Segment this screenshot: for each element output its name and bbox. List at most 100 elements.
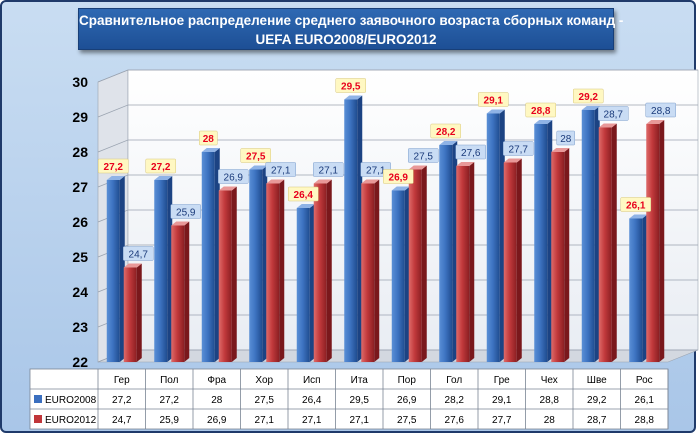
data-label-euro2012: 24,7	[123, 246, 154, 261]
data-label-euro2012: 26,9	[218, 169, 249, 184]
bar-euro2008	[106, 176, 125, 362]
data-label-euro2008: 27,2	[98, 158, 129, 174]
data-label-euro2012-box	[265, 162, 296, 177]
data-label-euro2012-text: 24,7	[129, 250, 149, 261]
data-label-euro2012-box	[408, 148, 439, 163]
table-cell-euro2012: 24,7	[112, 415, 132, 426]
bar-euro2012-front	[266, 183, 280, 362]
data-label-euro2012: 28,7	[598, 106, 629, 121]
bar-euro2008-front	[154, 180, 168, 362]
bar-euro2008-front	[439, 145, 453, 362]
data-label-euro2008-text: 27,2	[151, 162, 171, 173]
bar-euro2008	[249, 165, 268, 362]
table-cell-euro2012: 25,9	[160, 415, 180, 426]
bar-euro2008	[439, 141, 458, 362]
bar-euro2012	[171, 221, 190, 362]
bar-euro2012-top	[313, 179, 332, 184]
chart-title-line1: Сравнительное распределение среднего зая…	[79, 13, 624, 28]
data-label-euro2012: 27,6	[455, 144, 486, 160]
bar-euro2012	[503, 158, 522, 362]
bar-euro2012	[361, 179, 380, 362]
bar-euro2012-side	[184, 221, 190, 362]
bar-euro2008-top	[391, 186, 410, 191]
bar-euro2012	[598, 123, 617, 362]
data-label-euro2012: 25,9	[170, 204, 201, 219]
bar-euro2008-top	[154, 176, 173, 180]
data-label-euro2008-text: 28,2	[436, 127, 456, 138]
category-label: Гер	[114, 375, 130, 386]
y-tick-label: 30	[72, 74, 88, 90]
bar-euro2012-front	[218, 190, 232, 362]
category-label: Гол	[446, 375, 462, 386]
gridline	[97, 139, 698, 153]
bar-euro2008-side	[404, 186, 410, 362]
bar-euro2012-top	[503, 158, 522, 163]
bar-euro2012	[408, 165, 427, 362]
bar-euro2012-side	[326, 179, 332, 362]
bar-euro2012-front	[171, 225, 185, 362]
data-label-euro2012-text: 28,8	[651, 106, 671, 117]
data-label-euro2008-box	[525, 102, 556, 118]
bar-euro2012	[123, 263, 142, 362]
data-label-euro2012-text: 26,9	[224, 173, 244, 184]
bar-euro2012-front	[551, 152, 565, 362]
bar-euro2012	[646, 120, 665, 362]
table-cell-euro2008: 27,5	[255, 395, 275, 406]
data-label-euro2008: 28	[199, 130, 218, 146]
bar-euro2012-top	[551, 148, 570, 152]
y-tick-label: 25	[72, 249, 88, 265]
table-cell-euro2012: 26,9	[207, 415, 227, 426]
bar-euro2008-top	[486, 109, 505, 114]
table-cell-euro2008: 29,5	[350, 395, 370, 406]
bar-euro2012-front	[361, 183, 375, 362]
y-tick-label: 23	[72, 319, 88, 335]
bar-euro2008-side	[214, 148, 220, 362]
bar-euro2012-front	[456, 166, 470, 362]
bar-euro2008-front	[201, 152, 215, 362]
bar-euro2008-top	[344, 95, 363, 100]
data-label-euro2008-text: 27,2	[104, 162, 124, 173]
data-label-euro2008-box	[383, 169, 414, 184]
gridline	[97, 69, 698, 83]
bar-euro2012-front	[313, 183, 327, 362]
data-table	[29, 368, 669, 430]
data-label-euro2012: 27,1	[313, 162, 344, 177]
data-label-euro2012-box	[455, 144, 486, 160]
bar-euro2012-top	[171, 221, 190, 226]
bar-euro2008-top	[629, 214, 648, 219]
data-label-euro2012-text: 27,1	[319, 166, 339, 177]
bar-euro2012	[456, 162, 475, 362]
data-label-euro2012: 28,8	[645, 102, 676, 118]
table-cell-euro2012: 27,6	[445, 415, 465, 426]
y-tick-label: 28	[72, 144, 88, 160]
category-label: Исп	[303, 375, 321, 386]
data-label-euro2012: 27,7	[503, 141, 534, 156]
data-label-euro2012-text: 27,1	[271, 166, 291, 177]
data-label-euro2008: 29,2	[573, 88, 604, 104]
bar-euro2012-top	[646, 120, 665, 124]
data-label-euro2012-text: 28,7	[604, 110, 624, 121]
table-cell-euro2008: 29,1	[492, 395, 512, 406]
bar-euro2012-top	[123, 263, 142, 268]
category-label: Шве	[587, 375, 607, 386]
bar-euro2008-front	[106, 180, 120, 362]
y-tick-label: 24	[72, 284, 88, 300]
data-label-euro2012-text: 27,1	[366, 166, 386, 177]
data-label-euro2008: 29,5	[335, 78, 366, 93]
table-cell-euro2008: 28	[211, 395, 223, 406]
data-label-euro2012-box	[645, 102, 676, 118]
bar-euro2012-side	[136, 263, 142, 362]
category-label: Пол	[160, 375, 179, 386]
bar-euro2008	[154, 176, 173, 362]
data-label-euro2008-box	[98, 158, 129, 174]
bar-euro2012-side	[659, 120, 665, 362]
bar-euro2008-front	[486, 113, 500, 362]
table-cell-euro2008: 26,4	[302, 395, 322, 406]
bar-euro2008-side	[594, 106, 600, 362]
table-cell-euro2008: 29,2	[587, 395, 607, 406]
data-label-euro2012: 27,1	[265, 162, 296, 177]
table-cell-euro2008: 28,2	[445, 395, 465, 406]
data-label-euro2008-box	[573, 88, 604, 104]
category-label: Фра	[207, 375, 226, 386]
